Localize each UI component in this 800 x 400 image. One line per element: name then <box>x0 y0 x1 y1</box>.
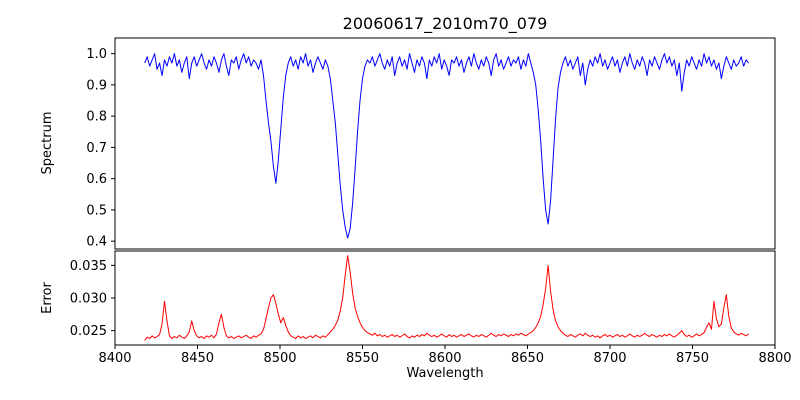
x-tick-label: 8450 <box>181 351 214 366</box>
y-tick-label: 0.9 <box>86 78 107 93</box>
chart-title: 20060617_2010m70_079 <box>342 14 548 33</box>
spectrum-panel-frame <box>114 37 776 250</box>
x-axis-label: Wavelength <box>406 366 484 381</box>
y-tick-label: 0.6 <box>86 172 107 187</box>
y-tick-label: 0.025 <box>70 324 107 339</box>
x-tick-label: 8550 <box>346 351 379 366</box>
error-line <box>144 255 749 341</box>
x-tick-label: 8500 <box>263 351 296 366</box>
y-tick-label: 0.7 <box>86 141 107 156</box>
y-tick-label: 1.0 <box>86 47 107 62</box>
x-tick-label: 8800 <box>758 351 791 366</box>
x-tick-label: 8600 <box>428 351 461 366</box>
x-tick-label: 8400 <box>98 351 131 366</box>
error-panel-frame <box>114 250 776 346</box>
spectrum-line <box>144 53 749 239</box>
x-tick-label: 8750 <box>676 351 709 366</box>
y-tick-label: 0.035 <box>70 259 107 274</box>
x-tick-label: 8700 <box>593 351 626 366</box>
y-tick-label: 0.030 <box>70 292 107 307</box>
y-tick-label: 0.8 <box>86 110 107 125</box>
x-tick-label: 8650 <box>511 351 544 366</box>
y-tick-label: 0.4 <box>86 235 107 250</box>
y-tick-label: 0.5 <box>86 203 107 218</box>
